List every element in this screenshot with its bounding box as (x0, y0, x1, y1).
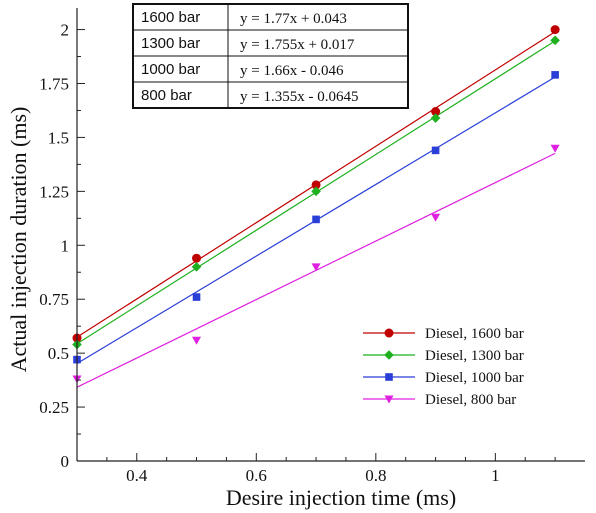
equations-table: 1600 bar y = 1.77x + 0.043 1300 bar y = 1.7… (132, 3, 409, 109)
data-point-series-1 (550, 25, 560, 35)
equation-text: y = 1.66x - 0.046 (240, 63, 344, 79)
equation-pressure-label: 1600 bar (141, 9, 200, 26)
y-tick-label: 1 (61, 236, 70, 255)
y-axis-title: Actual injection duration (ms) (6, 107, 31, 373)
data-point-series-4 (311, 263, 321, 272)
y-tick-label: 1.25 (39, 182, 69, 201)
y-tick-label: 0.75 (39, 290, 69, 309)
legend-label-series-1: Diesel, 1600 bar (425, 326, 524, 342)
legend-marker-series-1 (384, 328, 394, 338)
data-point-series-1 (431, 107, 441, 117)
data-point-series-2 (311, 186, 321, 197)
x-tick-label: 1 (491, 466, 500, 485)
data-point-series-4 (550, 144, 560, 153)
legend-label-series-2: Diesel, 1300 bar (425, 348, 524, 364)
axes: 0 0.25 0.5 0.75 1 1.25 1.5 1.75 2 0.4 0.6 0.8 1 (39, 8, 585, 485)
y-tick-label: 1.75 (39, 75, 69, 94)
x-tick-label: 0.6 (246, 466, 267, 485)
equation-text: y = 1.77x + 0.043 (240, 11, 347, 27)
data-point-series-3 (312, 215, 320, 224)
data-point-series-2 (550, 35, 560, 46)
data-point-series-4 (192, 336, 202, 345)
x-tick-label: 0.4 (126, 466, 148, 485)
data-point-series-1 (311, 180, 321, 190)
y-tick-label: 2 (61, 21, 70, 40)
equation-text: y = 1.355x - 0.0645 (240, 89, 358, 105)
data-point-series-1 (192, 253, 202, 263)
y-tick-label: 0 (61, 452, 70, 471)
data-point-series-3 (192, 293, 201, 301)
equation-pressure-label: 1000 bar (141, 61, 200, 78)
data-point-series-3 (551, 71, 559, 79)
legend-label-series-4: Diesel, 800 bar (425, 392, 516, 408)
legend-marker-series-4 (384, 395, 394, 404)
data-point-series-2 (191, 262, 202, 272)
y-tick-label: 1.5 (48, 128, 69, 147)
data-point-series-3 (431, 146, 440, 155)
equation-text: y = 1.755x + 0.017 (240, 37, 355, 53)
legend-label-series-3: Diesel, 1000 bar (425, 370, 524, 386)
legend: Diesel, 1600 bar Diesel, 1300 bar Diesel, … (363, 326, 524, 408)
equation-pressure-label: 1300 bar (141, 35, 200, 52)
x-tick-label: 0.8 (365, 466, 386, 485)
legend-marker-series-2 (384, 350, 394, 360)
data-point-series-2 (430, 113, 441, 123)
x-axis-title: Desire injection time (ms) (226, 485, 456, 510)
y-tick-label: 0.25 (39, 398, 69, 417)
data-point-series-4 (431, 213, 441, 222)
equation-pressure-label: 800 bar (141, 87, 192, 104)
legend-marker-series-3 (385, 373, 393, 381)
y-tick-label: 0.5 (48, 344, 69, 363)
